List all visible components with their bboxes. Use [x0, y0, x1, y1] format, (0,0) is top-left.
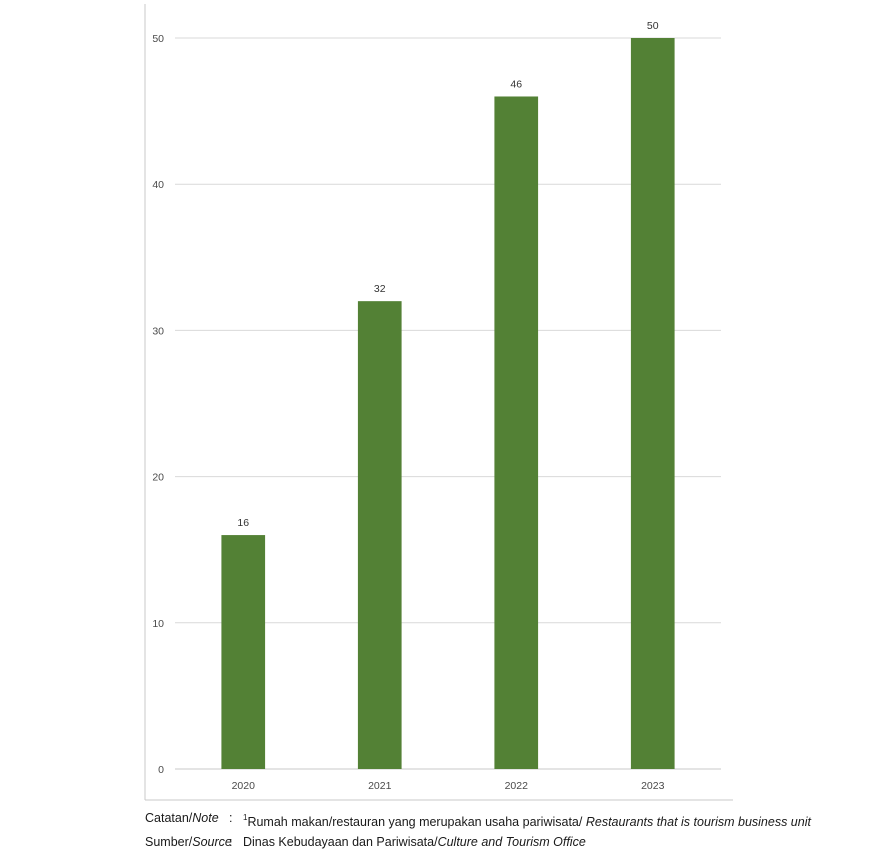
y-tick-label: 20 [152, 472, 164, 484]
bar-2020 [221, 535, 266, 769]
x-axis-ticks: 2020 2021 2022 2023 [232, 780, 665, 792]
note-text: 1Rumah makan/restauran yang merupakan us… [243, 808, 811, 832]
source-text-en: Culture and Tourism Office [437, 835, 586, 849]
bar-2021 [357, 301, 402, 769]
source-key: Sumber/Source [145, 832, 232, 852]
data-label-2022: 46 [510, 78, 522, 90]
bars [221, 38, 675, 770]
data-label-2021: 32 [374, 283, 386, 295]
note-text-en: Restaurants that is tourism business uni… [585, 815, 811, 829]
source-key-en: Source [192, 835, 232, 849]
note-key-id: Catatan/ [145, 811, 193, 825]
y-tick-label: 0 [158, 764, 164, 776]
x-tick-label-2021: 2021 [368, 780, 392, 792]
data-label-2020: 16 [237, 517, 249, 529]
source-key-id: Sumber/ [145, 835, 193, 849]
note-superscript: 1 [243, 813, 248, 822]
y-axis-ticks: 0 10 20 30 40 50 [152, 33, 164, 776]
chart-notes: Catatan/Note : 1Rumah makan/restauran ya… [145, 808, 865, 852]
y-tick-label: 50 [152, 33, 164, 45]
note-key: Catatan/Note [145, 808, 229, 832]
y-tick-label: 30 [152, 325, 164, 337]
source-text-id: Dinas Kebudayaan dan Pariwisata/ [243, 835, 438, 849]
bar-2022 [494, 96, 539, 770]
x-tick-label-2022: 2022 [505, 780, 529, 792]
gridlines [175, 37, 721, 770]
note-text-id: Rumah makan/restauran yang merupakan usa… [247, 815, 586, 829]
note-colon: : [229, 811, 233, 825]
note-row: Catatan/Note : 1Rumah makan/restauran ya… [145, 808, 865, 832]
source-colon: : [229, 835, 233, 849]
y-tick-label: 40 [152, 179, 164, 191]
y-tick-label: 10 [152, 618, 164, 630]
note-key-en: Note [192, 811, 219, 825]
data-labels: 16 32 46 50 [237, 20, 658, 529]
source-text: Dinas Kebudayaan dan Pariwisata/Culture … [243, 832, 586, 852]
source-row: Sumber/Source : Dinas Kebudayaan dan Par… [145, 832, 865, 852]
data-label-2023: 50 [647, 20, 659, 32]
x-tick-label-2020: 2020 [232, 780, 256, 792]
x-tick-label-2023: 2023 [641, 780, 665, 792]
bar-2023 [630, 38, 675, 769]
